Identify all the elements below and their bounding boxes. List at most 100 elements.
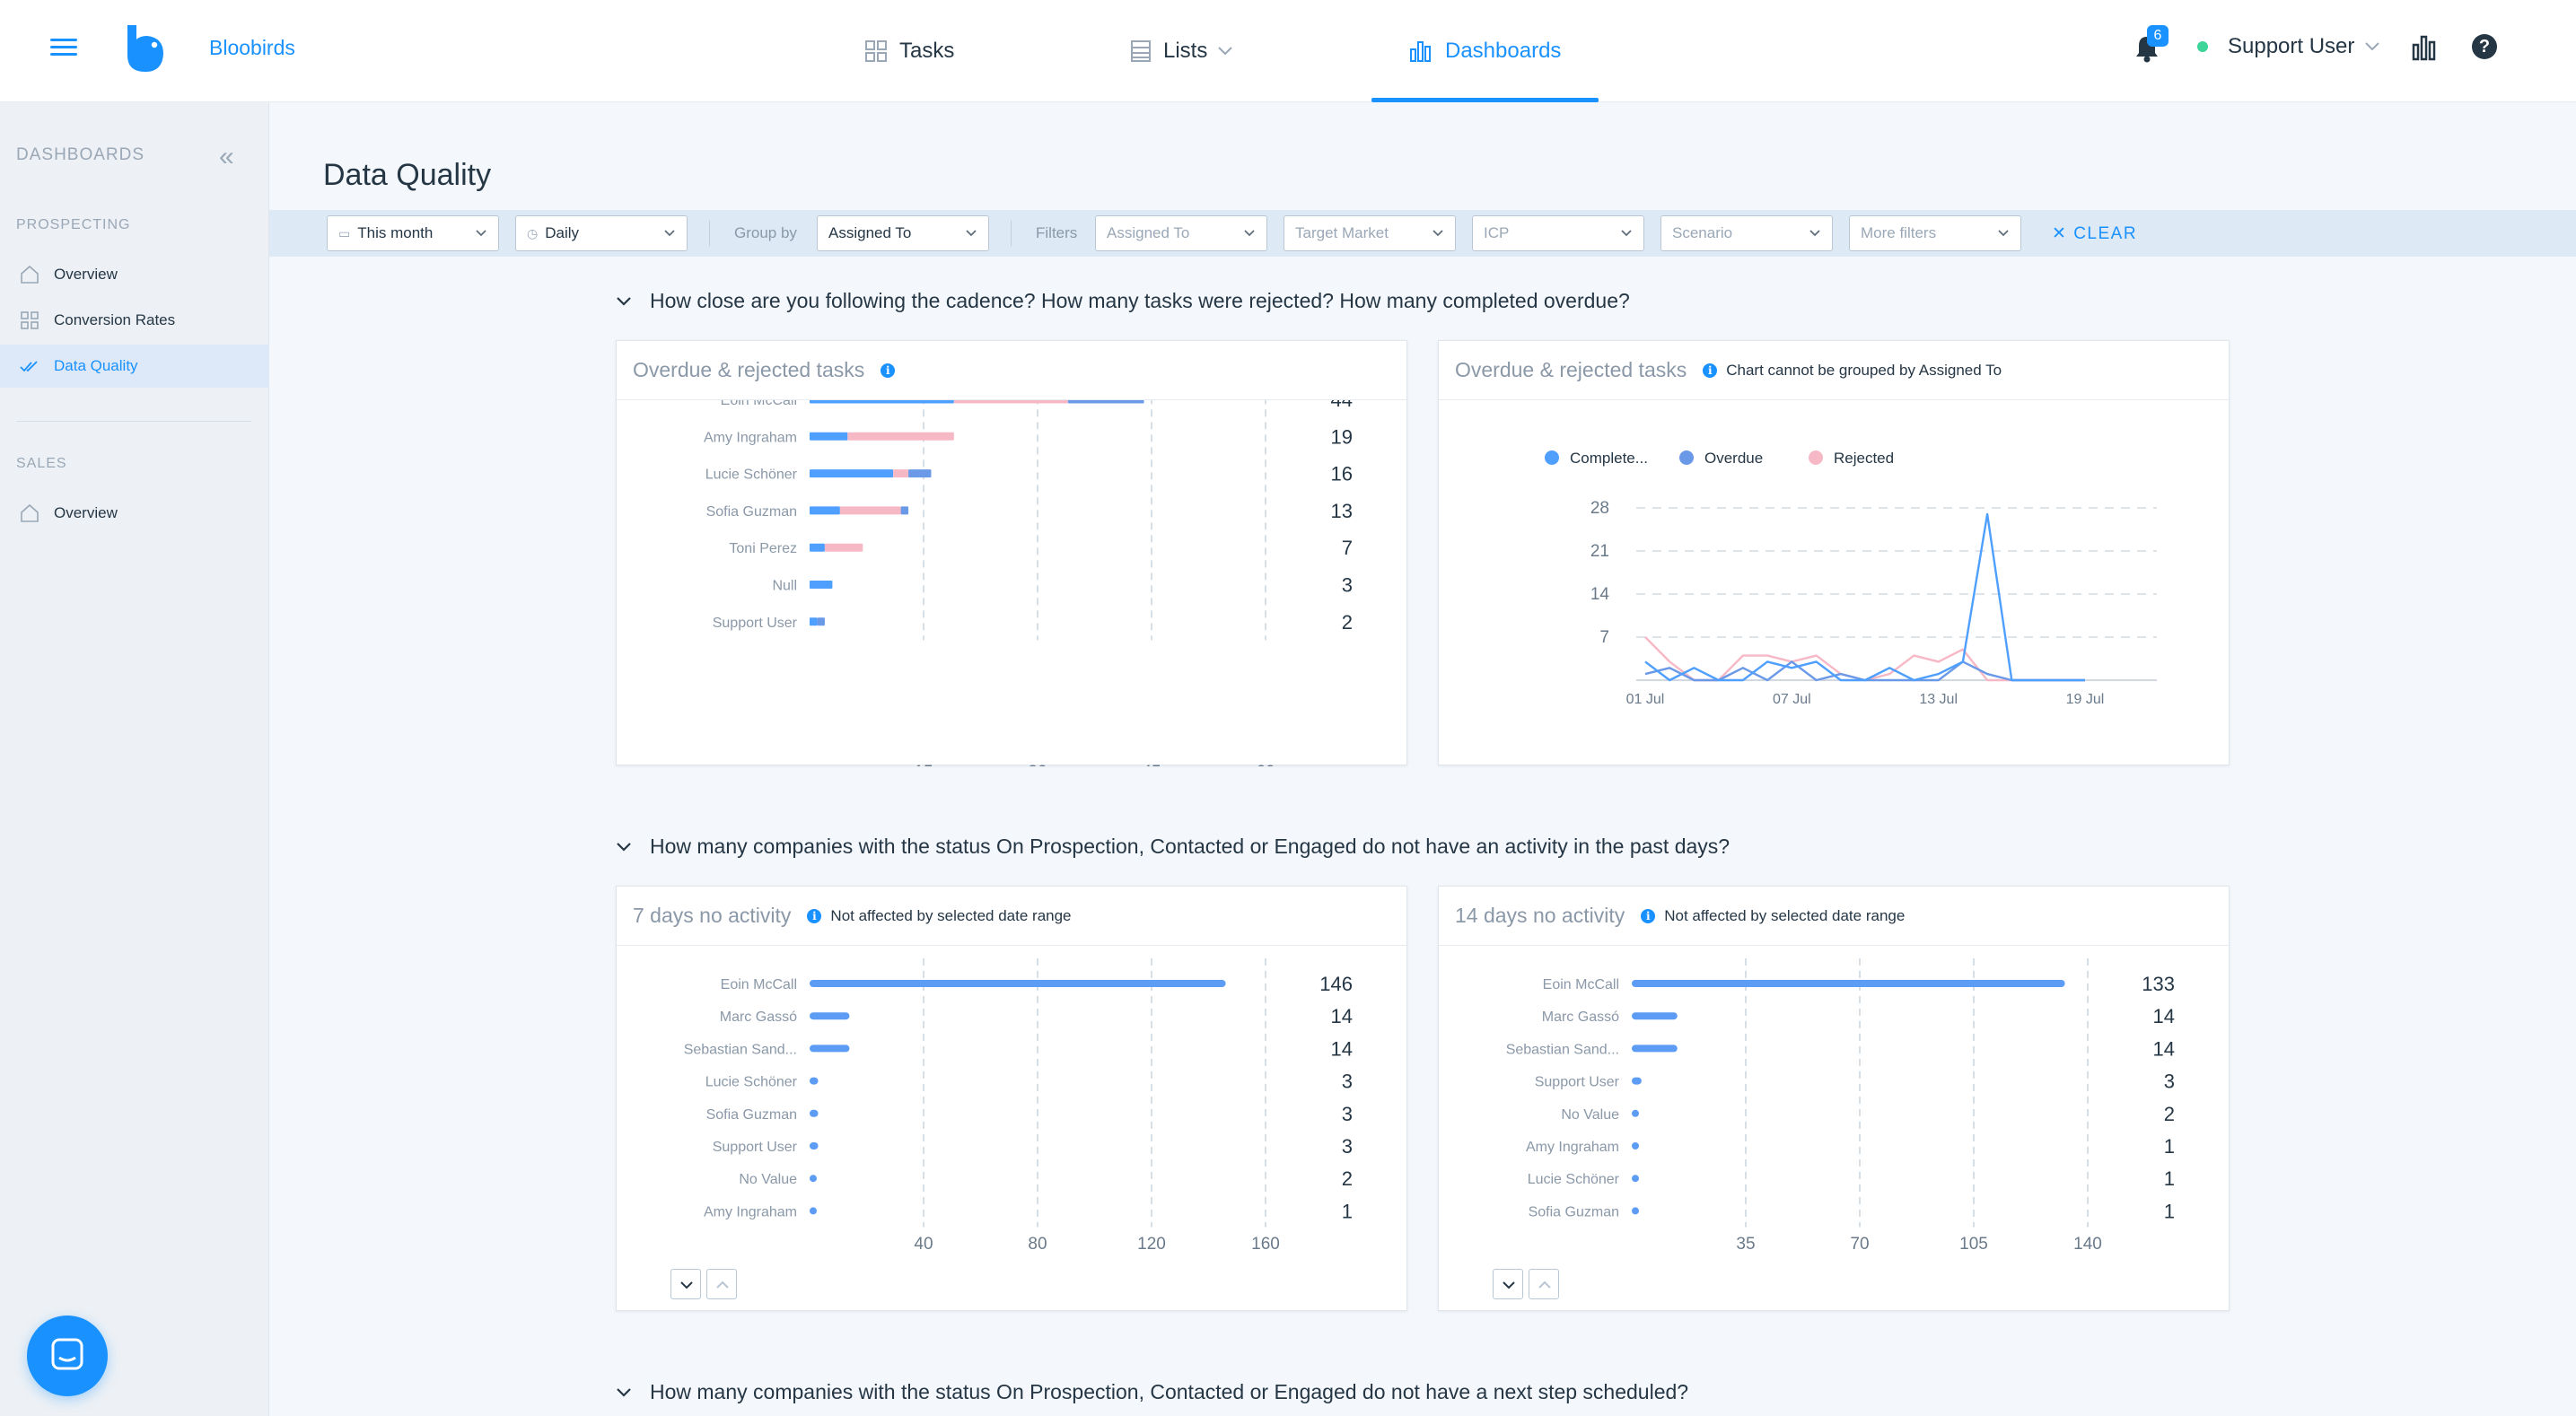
chevron-down-icon <box>1503 1281 1515 1289</box>
chevron-down-icon <box>664 230 675 237</box>
sidebar-item-label: Overview <box>54 266 118 283</box>
card-overdue-rejected-over-time: Overdue & rejected tasks i Chart cannot … <box>1438 340 2230 765</box>
x-tick-label: 35 <box>1736 1235 1755 1254</box>
target-market-filter[interactable]: Target Market <box>1284 215 1456 251</box>
menu-icon[interactable] <box>50 34 77 61</box>
value-label: 1 <box>2164 1135 2175 1158</box>
sidebar-item-data-quality[interactable]: Data Quality <box>0 345 269 388</box>
total-label: 16 <box>1331 463 1353 485</box>
bar-segment <box>810 581 833 589</box>
chat-icon <box>51 1338 83 1370</box>
bar <box>810 1207 817 1215</box>
nav-tab-lists[interactable]: Lists <box>1131 0 1233 102</box>
bar-segment <box>893 469 909 478</box>
question-toggle-no-activity[interactable]: How many companies with the status On Pr… <box>616 835 1730 859</box>
chevron-up-icon <box>1538 1281 1551 1289</box>
total-label: 44 <box>1331 400 1353 411</box>
chevron-down-icon <box>1433 230 1443 237</box>
sidebar-section-title: SALES <box>16 456 67 471</box>
question-text: How many companies with the status On Pr… <box>650 1380 1689 1403</box>
group-by-select[interactable]: Assigned To <box>817 215 989 251</box>
info-icon[interactable]: i <box>807 908 822 923</box>
info-icon[interactable]: i <box>1641 908 1656 923</box>
card-title: Overdue & rejected tasks <box>1455 358 1687 381</box>
question-toggle-next-step[interactable]: How many companies with the status On Pr… <box>616 1380 1688 1404</box>
x-tick-label: 13 Jul <box>1919 692 1958 707</box>
value-label: 133 <box>2142 973 2175 995</box>
category-label: Eoin McCall <box>721 400 797 408</box>
bar <box>1632 980 2065 987</box>
nav-tab-tasks[interactable]: Tasks <box>865 0 954 102</box>
filters-label: Filters <box>1036 224 1078 241</box>
page-up-button[interactable] <box>1529 1269 1559 1299</box>
chat-launcher-button[interactable] <box>27 1315 108 1396</box>
x-tick-label: 80 <box>1028 1235 1047 1254</box>
14-days-no-activity-bar-chart: 35 70 105 140 Eoin McCall 133 Marc Gassó 14 Seba… <box>1506 957 2175 1254</box>
question-text: How close are you following the cadence?… <box>650 289 1630 312</box>
bar <box>1632 1077 1642 1085</box>
bar <box>1632 1012 1678 1020</box>
sidebar-divider <box>16 421 251 422</box>
info-icon[interactable]: i <box>881 363 896 378</box>
bloobirds-logo[interactable] <box>124 25 165 72</box>
grid-icon <box>21 311 39 329</box>
y-tick-label: 7 <box>1599 628 1609 647</box>
bar-segment <box>810 432 848 441</box>
brand-name[interactable]: Bloobirds <box>209 36 295 59</box>
category-label: Support User <box>713 616 798 631</box>
page-down-button[interactable] <box>670 1269 701 1299</box>
clock-icon: ◷ <box>527 225 539 240</box>
online-status-dot <box>2197 41 2208 52</box>
select-value: This month <box>357 224 434 241</box>
user-menu[interactable]: Support User <box>2197 34 2380 59</box>
bar <box>810 1142 819 1149</box>
question-toggle-cadence[interactable]: How close are you following the cadence?… <box>616 289 1630 313</box>
stats-icon[interactable] <box>2411 34 2438 61</box>
page-down-button[interactable] <box>1493 1269 1523 1299</box>
bar <box>1632 1142 1639 1149</box>
category-label: Sofia Guzman <box>706 504 797 520</box>
value-label: 14 <box>2153 1005 2175 1027</box>
legend-label: Overdue <box>1704 450 1763 467</box>
chevron-down-icon <box>966 230 977 237</box>
icp-filter[interactable]: ICP <box>1472 215 1644 251</box>
bar <box>1632 1045 1678 1053</box>
bar-segment <box>810 400 954 404</box>
clear-filters-button[interactable]: ✕ CLEAR <box>2052 223 2137 244</box>
collapse-sidebar-icon[interactable]: « <box>219 142 234 171</box>
bar <box>1632 1207 1639 1215</box>
assigned-to-filter[interactable]: Assigned To <box>1095 215 1267 251</box>
sidebar-item-conversion-rates[interactable]: Conversion Rates <box>0 299 269 342</box>
x-tick-label: 140 <box>2073 1235 2102 1254</box>
nav-tab-dashboards[interactable]: Dashboards <box>1371 0 1599 102</box>
y-tick-label: 28 <box>1590 499 1609 518</box>
chevron-down-icon <box>617 842 631 852</box>
sidebar-item-label: Data Quality <box>54 357 138 374</box>
sidebar-item-overview[interactable]: Overview <box>0 253 269 296</box>
select-placeholder: ICP <box>1484 224 1510 241</box>
more-filters-select[interactable]: More filters <box>1849 215 2021 251</box>
chevron-down-icon <box>617 1387 631 1397</box>
bar-segment <box>810 506 840 515</box>
granularity-select[interactable]: ◷ Daily <box>515 215 688 251</box>
date-range-select[interactable]: ▭ This month <box>327 215 499 251</box>
category-label: Marc Gassó <box>720 1010 797 1025</box>
bar <box>810 1109 819 1117</box>
card-title: Overdue & rejected tasks <box>633 358 865 381</box>
help-icon[interactable]: ? <box>2472 34 2497 59</box>
scenario-filter[interactable]: Scenario <box>1660 215 1833 251</box>
question-text: How many companies with the status On Pr… <box>650 835 1730 858</box>
value-label: 14 <box>1331 1005 1353 1027</box>
page-up-button[interactable] <box>706 1269 737 1299</box>
series-line <box>1644 512 2085 682</box>
info-icon[interactable]: i <box>1703 363 1718 378</box>
category-label: No Value <box>739 1172 797 1187</box>
bar-segment <box>1067 400 1144 404</box>
legend-swatch <box>1545 450 1559 465</box>
grid-icon <box>865 40 887 62</box>
x-tick-label: 19 Jul <box>2066 692 2105 707</box>
x-tick-label: 160 <box>1251 1235 1280 1254</box>
sidebar-item-sales-overview[interactable]: Overview <box>0 492 269 535</box>
sidebar-item-label: Conversion Rates <box>54 311 176 328</box>
bar-segment <box>953 400 1068 404</box>
